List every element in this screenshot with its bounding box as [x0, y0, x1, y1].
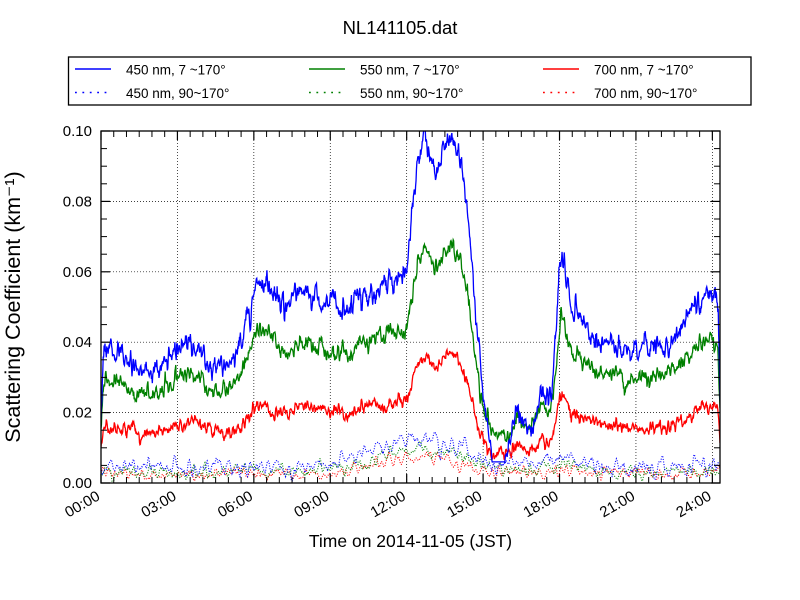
svg-text:06:00: 06:00	[215, 488, 256, 521]
svg-text:21:00: 21:00	[597, 488, 638, 521]
svg-text:550 nm, 90~170°: 550 nm, 90~170°	[360, 86, 463, 101]
svg-text:Scattering Coefficient (km⁻¹): Scattering Coefficient (km⁻¹)	[1, 171, 25, 442]
svg-text:09:00: 09:00	[291, 488, 332, 521]
svg-text:0.04: 0.04	[63, 334, 92, 351]
svg-text:NL141105.dat: NL141105.dat	[343, 17, 458, 38]
svg-text:700 nm, 7 ~170°: 700 nm, 7 ~170°	[594, 63, 694, 78]
svg-text:00:00: 00:00	[62, 488, 103, 521]
svg-text:450 nm, 7 ~170°: 450 nm, 7 ~170°	[126, 63, 226, 78]
svg-text:0.08: 0.08	[63, 193, 92, 210]
svg-text:0.06: 0.06	[63, 264, 92, 281]
svg-text:0.00: 0.00	[63, 475, 92, 492]
svg-text:550 nm, 7 ~170°: 550 nm, 7 ~170°	[360, 63, 460, 78]
svg-text:450 nm, 90~170°: 450 nm, 90~170°	[126, 86, 229, 101]
svg-text:Time on 2014-11-05 (JST): Time on 2014-11-05 (JST)	[309, 531, 512, 551]
svg-text:24:00: 24:00	[673, 488, 714, 521]
svg-text:0.10: 0.10	[63, 123, 92, 140]
svg-text:18:00: 18:00	[521, 488, 562, 521]
svg-text:700 nm, 90~170°: 700 nm, 90~170°	[594, 86, 697, 101]
svg-text:12:00: 12:00	[368, 488, 409, 521]
svg-text:15:00: 15:00	[444, 488, 485, 521]
svg-text:03:00: 03:00	[138, 488, 179, 521]
svg-text:0.02: 0.02	[63, 405, 92, 422]
